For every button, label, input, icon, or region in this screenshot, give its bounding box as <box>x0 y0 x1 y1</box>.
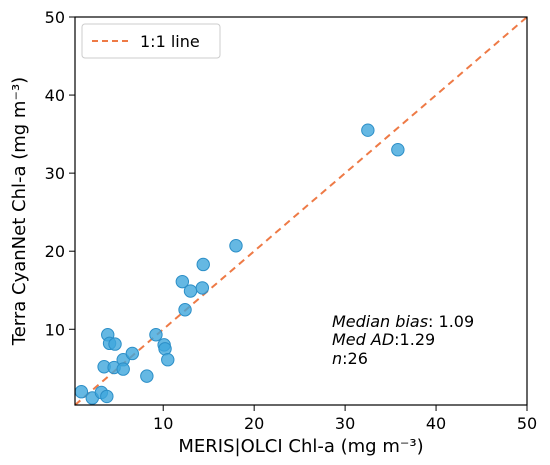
y-tick-label-50: 50 <box>45 8 65 27</box>
median-bias-annotation: Median bias: 1.09 <box>332 312 474 331</box>
scatter-point-17 <box>161 353 175 367</box>
y-tick-label-20: 20 <box>45 242 65 261</box>
scatter-point-23 <box>229 239 243 253</box>
scatter-points <box>74 123 405 405</box>
y-tick-label-30: 30 <box>45 164 65 183</box>
scatter-point-22 <box>196 257 210 272</box>
med-ad-annotation: Med AD:1.29 <box>332 330 435 349</box>
legend-label-1-1-line: 1:1 line <box>140 32 200 51</box>
y-tick-label-10: 10 <box>45 320 65 339</box>
scatter-point-24 <box>361 123 375 137</box>
scatter-point-18 <box>175 274 190 289</box>
x-tick-label-50: 50 <box>517 414 537 433</box>
scatter-point-11 <box>116 362 130 376</box>
stats-annotation: Median bias: 1.09 Med AD:1.29 n:26 <box>332 312 474 368</box>
n-value: :26 <box>342 349 368 368</box>
plot-area <box>74 16 528 406</box>
scatter-point-20 <box>183 284 198 298</box>
x-tick-label-30: 30 <box>335 414 355 433</box>
legend-box <box>81 23 221 59</box>
x-tick-label-40: 40 <box>426 414 446 433</box>
n-annotation: n:26 <box>332 349 368 368</box>
scatter-point-8 <box>108 337 122 351</box>
scatter-point-25 <box>391 143 405 157</box>
scatter-point-1 <box>74 385 89 399</box>
med-ad-label: Med AD <box>332 330 394 349</box>
y-axis-label: Terra CyanNet Chl-a (mg m⁻³) <box>9 77 30 346</box>
scatter-point-12 <box>125 346 139 361</box>
scatter-point-14 <box>149 328 163 342</box>
x-axis-label: MERIS|OLCI Chl-a (mg m⁻³) <box>178 436 423 457</box>
median-bias-label: Median bias <box>332 312 428 331</box>
scatter-point-4 <box>100 389 114 404</box>
one-to-one-line <box>74 16 528 406</box>
x-tick-label-10: 10 <box>153 414 173 433</box>
median-bias-value: : 1.09 <box>428 312 474 331</box>
axis-ticks: 10 20 30 40 50 10 20 30 40 50 <box>45 8 538 433</box>
scatter-point-19 <box>178 303 192 317</box>
x-tick-label-20: 20 <box>244 414 264 433</box>
plot-frame <box>74 16 528 406</box>
scatter-point-21 <box>195 281 210 295</box>
scatter-point-16 <box>158 342 172 356</box>
n-label: n <box>332 349 342 368</box>
y-tick-label-40: 40 <box>45 86 65 105</box>
scatter-point-13 <box>140 369 154 383</box>
legend: 1:1 line <box>81 23 221 59</box>
med-ad-value: :1.29 <box>394 330 435 349</box>
